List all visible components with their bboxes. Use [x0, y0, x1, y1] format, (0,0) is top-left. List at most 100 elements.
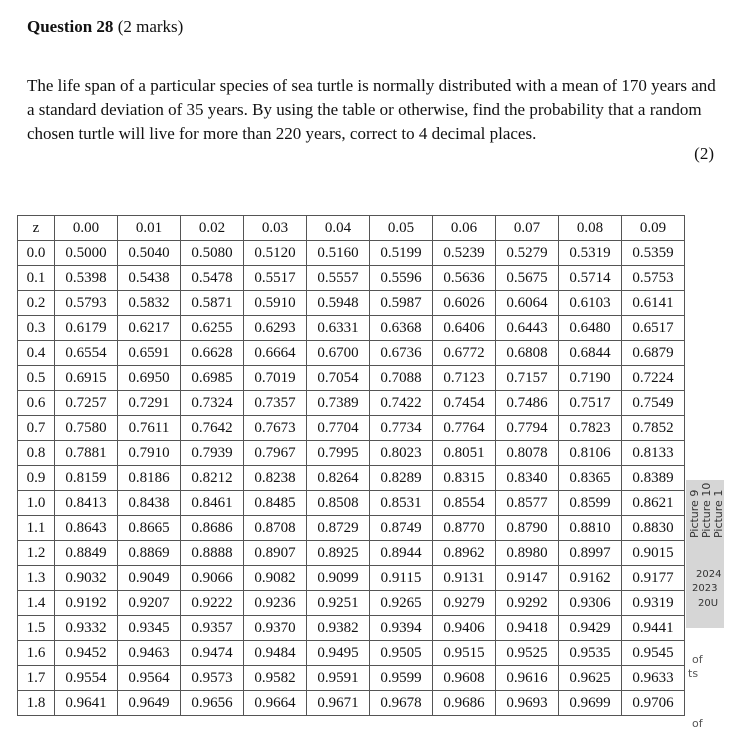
probability-cell: 0.7642 [180, 415, 244, 441]
probability-cell: 0.6293 [243, 315, 307, 341]
probability-cell: 0.6664 [243, 340, 307, 366]
probability-cell: 0.7422 [369, 390, 433, 416]
z-value-cell: 0.6 [17, 390, 55, 416]
probability-cell: 0.6808 [495, 340, 559, 366]
probability-cell: 0.5279 [495, 240, 559, 266]
side-text-2: 2023 [692, 583, 718, 594]
probability-cell: 0.8849 [54, 540, 118, 566]
probability-cell: 0.6950 [117, 365, 181, 391]
probability-cell: 0.5239 [432, 240, 496, 266]
probability-cell: 0.9452 [54, 640, 118, 666]
probability-cell: 0.9693 [495, 690, 559, 716]
probability-cell: 0.9251 [306, 590, 370, 616]
probability-cell: 0.6443 [495, 315, 559, 341]
probability-cell: 0.8365 [558, 465, 622, 491]
probability-cell: 0.8770 [432, 515, 496, 541]
table-header-cell: 0.06 [432, 215, 496, 241]
probability-cell: 0.8810 [558, 515, 622, 541]
probability-cell: 0.8212 [180, 465, 244, 491]
side-tiny-2: ts [688, 667, 699, 680]
probability-cell: 0.9332 [54, 615, 118, 641]
side-panel: Picture 9 Picture 10 Picture 1 2024 2023… [686, 480, 725, 628]
z-value-cell: 1.2 [17, 540, 55, 566]
probability-cell: 0.7939 [180, 440, 244, 466]
probability-cell: 0.8264 [306, 465, 370, 491]
probability-cell: 0.6368 [369, 315, 433, 341]
table-row: 0.5 0.6915 0.6950 0.6985 0.7019 0.7054 0.7088 0… [17, 365, 685, 391]
table-header-cell: z [17, 215, 55, 241]
probability-cell: 0.5438 [117, 265, 181, 291]
probability-cell: 0.7123 [432, 365, 496, 391]
probability-cell: 0.8438 [117, 490, 181, 516]
probability-cell: 0.5675 [495, 265, 559, 291]
probability-cell: 0.6026 [432, 290, 496, 316]
probability-cell: 0.7357 [243, 390, 307, 416]
probability-cell: 0.6480 [558, 315, 622, 341]
probability-cell: 0.7054 [306, 365, 370, 391]
probability-cell: 0.8665 [117, 515, 181, 541]
probability-cell: 0.9699 [558, 690, 622, 716]
probability-cell: 0.6591 [117, 340, 181, 366]
z-value-cell: 0.3 [17, 315, 55, 341]
table-row: 0.0 0.5000 0.5040 0.5080 0.5120 0.5160 0.5199 0… [17, 240, 685, 266]
probability-cell: 0.9678 [369, 690, 433, 716]
probability-cell: 0.8485 [243, 490, 307, 516]
probability-cell: 0.7910 [117, 440, 181, 466]
probability-cell: 0.5948 [306, 290, 370, 316]
probability-cell: 0.9545 [621, 640, 685, 666]
side-tiny-1: of [692, 653, 703, 666]
probability-cell: 0.8749 [369, 515, 433, 541]
table-header-cell: 0.03 [243, 215, 307, 241]
probability-cell: 0.5714 [558, 265, 622, 291]
z-value-cell: 1.3 [17, 565, 55, 591]
z-value-cell: 0.1 [17, 265, 55, 291]
probability-cell: 0.6331 [306, 315, 370, 341]
table-row: 0.2 0.5793 0.5832 0.5871 0.5910 0.5948 0.5987 0… [17, 290, 685, 316]
probability-cell: 0.6736 [369, 340, 433, 366]
probability-cell: 0.8508 [306, 490, 370, 516]
probability-cell: 0.8389 [621, 465, 685, 491]
probability-cell: 0.9463 [117, 640, 181, 666]
probability-cell: 0.9573 [180, 665, 244, 691]
probability-cell: 0.6141 [621, 290, 685, 316]
probability-cell: 0.8830 [621, 515, 685, 541]
probability-cell: 0.7190 [558, 365, 622, 391]
probability-cell: 0.5517 [243, 265, 307, 291]
table-row: 0.4 0.6554 0.6591 0.6628 0.6664 0.6700 0.6736 0… [17, 340, 685, 366]
probability-cell: 0.8340 [495, 465, 559, 491]
probability-cell: 0.6517 [621, 315, 685, 341]
table-header-cell: 0.00 [54, 215, 118, 241]
table-row: 1.0 0.8413 0.8438 0.8461 0.8485 0.8508 0.8531 0… [17, 490, 685, 516]
marks-label: (2) [694, 144, 714, 163]
table-row: 0.1 0.5398 0.5438 0.5478 0.5517 0.5557 0.5596 0… [17, 265, 685, 291]
probability-cell: 0.8023 [369, 440, 433, 466]
probability-cell: 0.7291 [117, 390, 181, 416]
probability-cell: 0.8078 [495, 440, 559, 466]
probability-cell: 0.7517 [558, 390, 622, 416]
probability-cell: 0.5557 [306, 265, 370, 291]
probability-cell: 0.8413 [54, 490, 118, 516]
probability-cell: 0.9418 [495, 615, 559, 641]
probability-cell: 0.5000 [54, 240, 118, 266]
probability-cell: 0.7019 [243, 365, 307, 391]
probability-cell: 0.5359 [621, 240, 685, 266]
probability-cell: 0.7704 [306, 415, 370, 441]
probability-cell: 0.9382 [306, 615, 370, 641]
probability-cell: 0.5120 [243, 240, 307, 266]
probability-cell: 0.5910 [243, 290, 307, 316]
probability-cell: 0.9222 [180, 590, 244, 616]
z-value-cell: 0.4 [17, 340, 55, 366]
table-row: 0.3 0.6179 0.6217 0.6255 0.6293 0.6331 0.6368 0… [17, 315, 685, 341]
table-header-cell: 0.01 [117, 215, 181, 241]
probability-cell: 0.6844 [558, 340, 622, 366]
probability-cell: 0.9015 [621, 540, 685, 566]
z-value-cell: 0.5 [17, 365, 55, 391]
table-row: 1.2 0.8849 0.8869 0.8888 0.8907 0.8925 0.8944 0… [17, 540, 685, 566]
probability-cell: 0.8133 [621, 440, 685, 466]
probability-cell: 0.9394 [369, 615, 433, 641]
probability-cell: 0.6406 [432, 315, 496, 341]
probability-cell: 0.8238 [243, 465, 307, 491]
probability-cell: 0.7734 [369, 415, 433, 441]
probability-cell: 0.7088 [369, 365, 433, 391]
table-row: 1.3 0.9032 0.9049 0.9066 0.9082 0.9099 0.9115 0… [17, 565, 685, 591]
